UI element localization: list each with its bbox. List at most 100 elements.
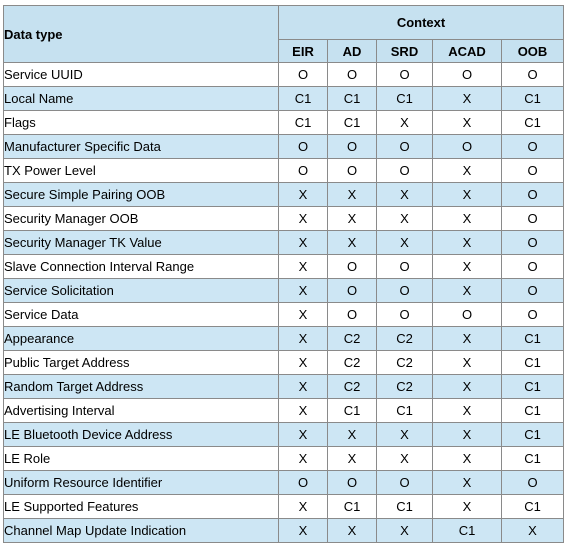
context-cell-ad: C2 bbox=[327, 326, 377, 351]
data-type-cell: Appearance bbox=[3, 326, 279, 351]
table-body: Service UUID O O O O O Local Name C1 C1 C1 X C1 Flag… bbox=[3, 62, 565, 543]
column-header-eir: EIR bbox=[278, 39, 328, 63]
table-row: TX Power Level O O O X O bbox=[3, 158, 565, 183]
context-cell-oob: C1 bbox=[500, 350, 565, 375]
context-cell-eir: X bbox=[278, 230, 328, 255]
context-cell-ad: C2 bbox=[327, 374, 377, 399]
table-row: Manufacturer Specific Data O O O O O bbox=[3, 134, 565, 159]
context-cell-ad: C1 bbox=[327, 110, 377, 135]
table-row: LE Supported Features X C1 C1 X C1 bbox=[3, 494, 565, 519]
context-cell-oob: O bbox=[500, 158, 565, 183]
data-type-cell: Service UUID bbox=[3, 62, 279, 87]
data-type-cell: Security Manager OOB bbox=[3, 206, 279, 231]
context-cell-eir: O bbox=[278, 470, 328, 495]
table-row: Local Name C1 C1 C1 X C1 bbox=[3, 86, 565, 111]
context-cell-ad: O bbox=[327, 302, 377, 327]
context-cell-ad: O bbox=[327, 254, 377, 279]
table-row: Service UUID O O O O O bbox=[3, 62, 565, 87]
table-row: Advertising Interval X C1 C1 X C1 bbox=[3, 398, 565, 423]
data-type-cell: Uniform Resource Identifier bbox=[3, 470, 279, 495]
context-cell-eir: X bbox=[278, 374, 328, 399]
data-type-cell: TX Power Level bbox=[3, 158, 279, 183]
context-cell-oob: O bbox=[500, 470, 565, 495]
table-row: LE Bluetooth Device Address X X X X C1 bbox=[3, 422, 565, 447]
column-header-oob: OOB bbox=[500, 39, 565, 63]
table-row: Uniform Resource Identifier O O O X O bbox=[3, 470, 565, 495]
data-type-cell: Service Data bbox=[3, 302, 279, 327]
context-cell-acad: X bbox=[432, 494, 502, 519]
context-cell-ad: X bbox=[327, 518, 377, 543]
context-cell-eir: O bbox=[278, 134, 328, 159]
context-cell-oob: O bbox=[500, 134, 565, 159]
context-cell-ad: O bbox=[327, 62, 377, 87]
context-cell-ad: C1 bbox=[327, 86, 377, 111]
context-cell-oob: C1 bbox=[500, 326, 565, 351]
table-row: Security Manager OOB X X X X O bbox=[3, 206, 565, 231]
context-cell-acad: X bbox=[432, 86, 502, 111]
data-type-cell: Service Solicitation bbox=[3, 278, 279, 303]
context-cell-srd: X bbox=[376, 110, 433, 135]
context-cell-acad: X bbox=[432, 254, 502, 279]
context-cell-ad: X bbox=[327, 422, 377, 447]
context-table: Data type Context EIR AD SRD ACAD OOB Se… bbox=[3, 5, 565, 543]
context-cell-srd: O bbox=[376, 158, 433, 183]
context-cell-srd: X bbox=[376, 446, 433, 471]
context-cell-acad: O bbox=[432, 134, 502, 159]
context-cell-oob: C1 bbox=[500, 374, 565, 399]
column-header-ad: AD bbox=[327, 39, 377, 63]
context-cell-eir: C1 bbox=[278, 86, 328, 111]
context-cell-ad: X bbox=[327, 182, 377, 207]
context-cell-acad: X bbox=[432, 398, 502, 423]
context-cell-oob: O bbox=[500, 254, 565, 279]
context-cell-oob: O bbox=[500, 206, 565, 231]
table-row: Channel Map Update Indication X X X C1 X bbox=[3, 518, 565, 543]
context-cell-srd: O bbox=[376, 62, 433, 87]
data-type-cell: Slave Connection Interval Range bbox=[3, 254, 279, 279]
context-cell-eir: X bbox=[278, 206, 328, 231]
context-cell-srd: O bbox=[376, 278, 433, 303]
table-row: Secure Simple Pairing OOB X X X X O bbox=[3, 182, 565, 207]
context-cell-eir: O bbox=[278, 158, 328, 183]
table-row: Security Manager TK Value X X X X O bbox=[3, 230, 565, 255]
context-cell-ad: X bbox=[327, 446, 377, 471]
context-cell-ad: C1 bbox=[327, 494, 377, 519]
context-cell-ad: X bbox=[327, 230, 377, 255]
column-header-srd: SRD bbox=[376, 39, 433, 63]
data-type-cell: LE Role bbox=[3, 446, 279, 471]
context-cell-srd: C1 bbox=[376, 86, 433, 111]
context-cell-srd: O bbox=[376, 254, 433, 279]
context-cell-srd: C2 bbox=[376, 374, 433, 399]
context-cell-srd: C2 bbox=[376, 350, 433, 375]
context-cell-eir: X bbox=[278, 350, 328, 375]
context-cell-acad: X bbox=[432, 326, 502, 351]
context-cell-acad: X bbox=[432, 206, 502, 231]
context-cell-eir: X bbox=[278, 494, 328, 519]
context-cell-oob: C1 bbox=[500, 398, 565, 423]
data-type-cell: Advertising Interval bbox=[3, 398, 279, 423]
context-cell-acad: X bbox=[432, 278, 502, 303]
context-cell-eir: X bbox=[278, 446, 328, 471]
context-cell-acad: X bbox=[432, 158, 502, 183]
context-cell-eir: X bbox=[278, 422, 328, 447]
context-cell-oob: O bbox=[500, 230, 565, 255]
context-cell-oob: C1 bbox=[500, 446, 565, 471]
context-cell-ad: O bbox=[327, 158, 377, 183]
context-cell-srd: O bbox=[376, 302, 433, 327]
data-type-cell: LE Bluetooth Device Address bbox=[3, 422, 279, 447]
context-cell-acad: X bbox=[432, 350, 502, 375]
context-cell-ad: O bbox=[327, 278, 377, 303]
context-cell-srd: C1 bbox=[376, 494, 433, 519]
data-type-header: Data type bbox=[3, 5, 279, 63]
context-cell-oob: O bbox=[500, 302, 565, 327]
context-cell-eir: X bbox=[278, 518, 328, 543]
data-type-cell: Secure Simple Pairing OOB bbox=[3, 182, 279, 207]
context-cell-ad: O bbox=[327, 470, 377, 495]
data-type-cell: Manufacturer Specific Data bbox=[3, 134, 279, 159]
context-cell-srd: X bbox=[376, 206, 433, 231]
context-cell-srd: O bbox=[376, 134, 433, 159]
context-cell-oob: C1 bbox=[500, 86, 565, 111]
data-type-cell: LE Supported Features bbox=[3, 494, 279, 519]
context-cell-oob: O bbox=[500, 182, 565, 207]
context-cell-oob: O bbox=[500, 278, 565, 303]
context-cell-ad: C1 bbox=[327, 398, 377, 423]
